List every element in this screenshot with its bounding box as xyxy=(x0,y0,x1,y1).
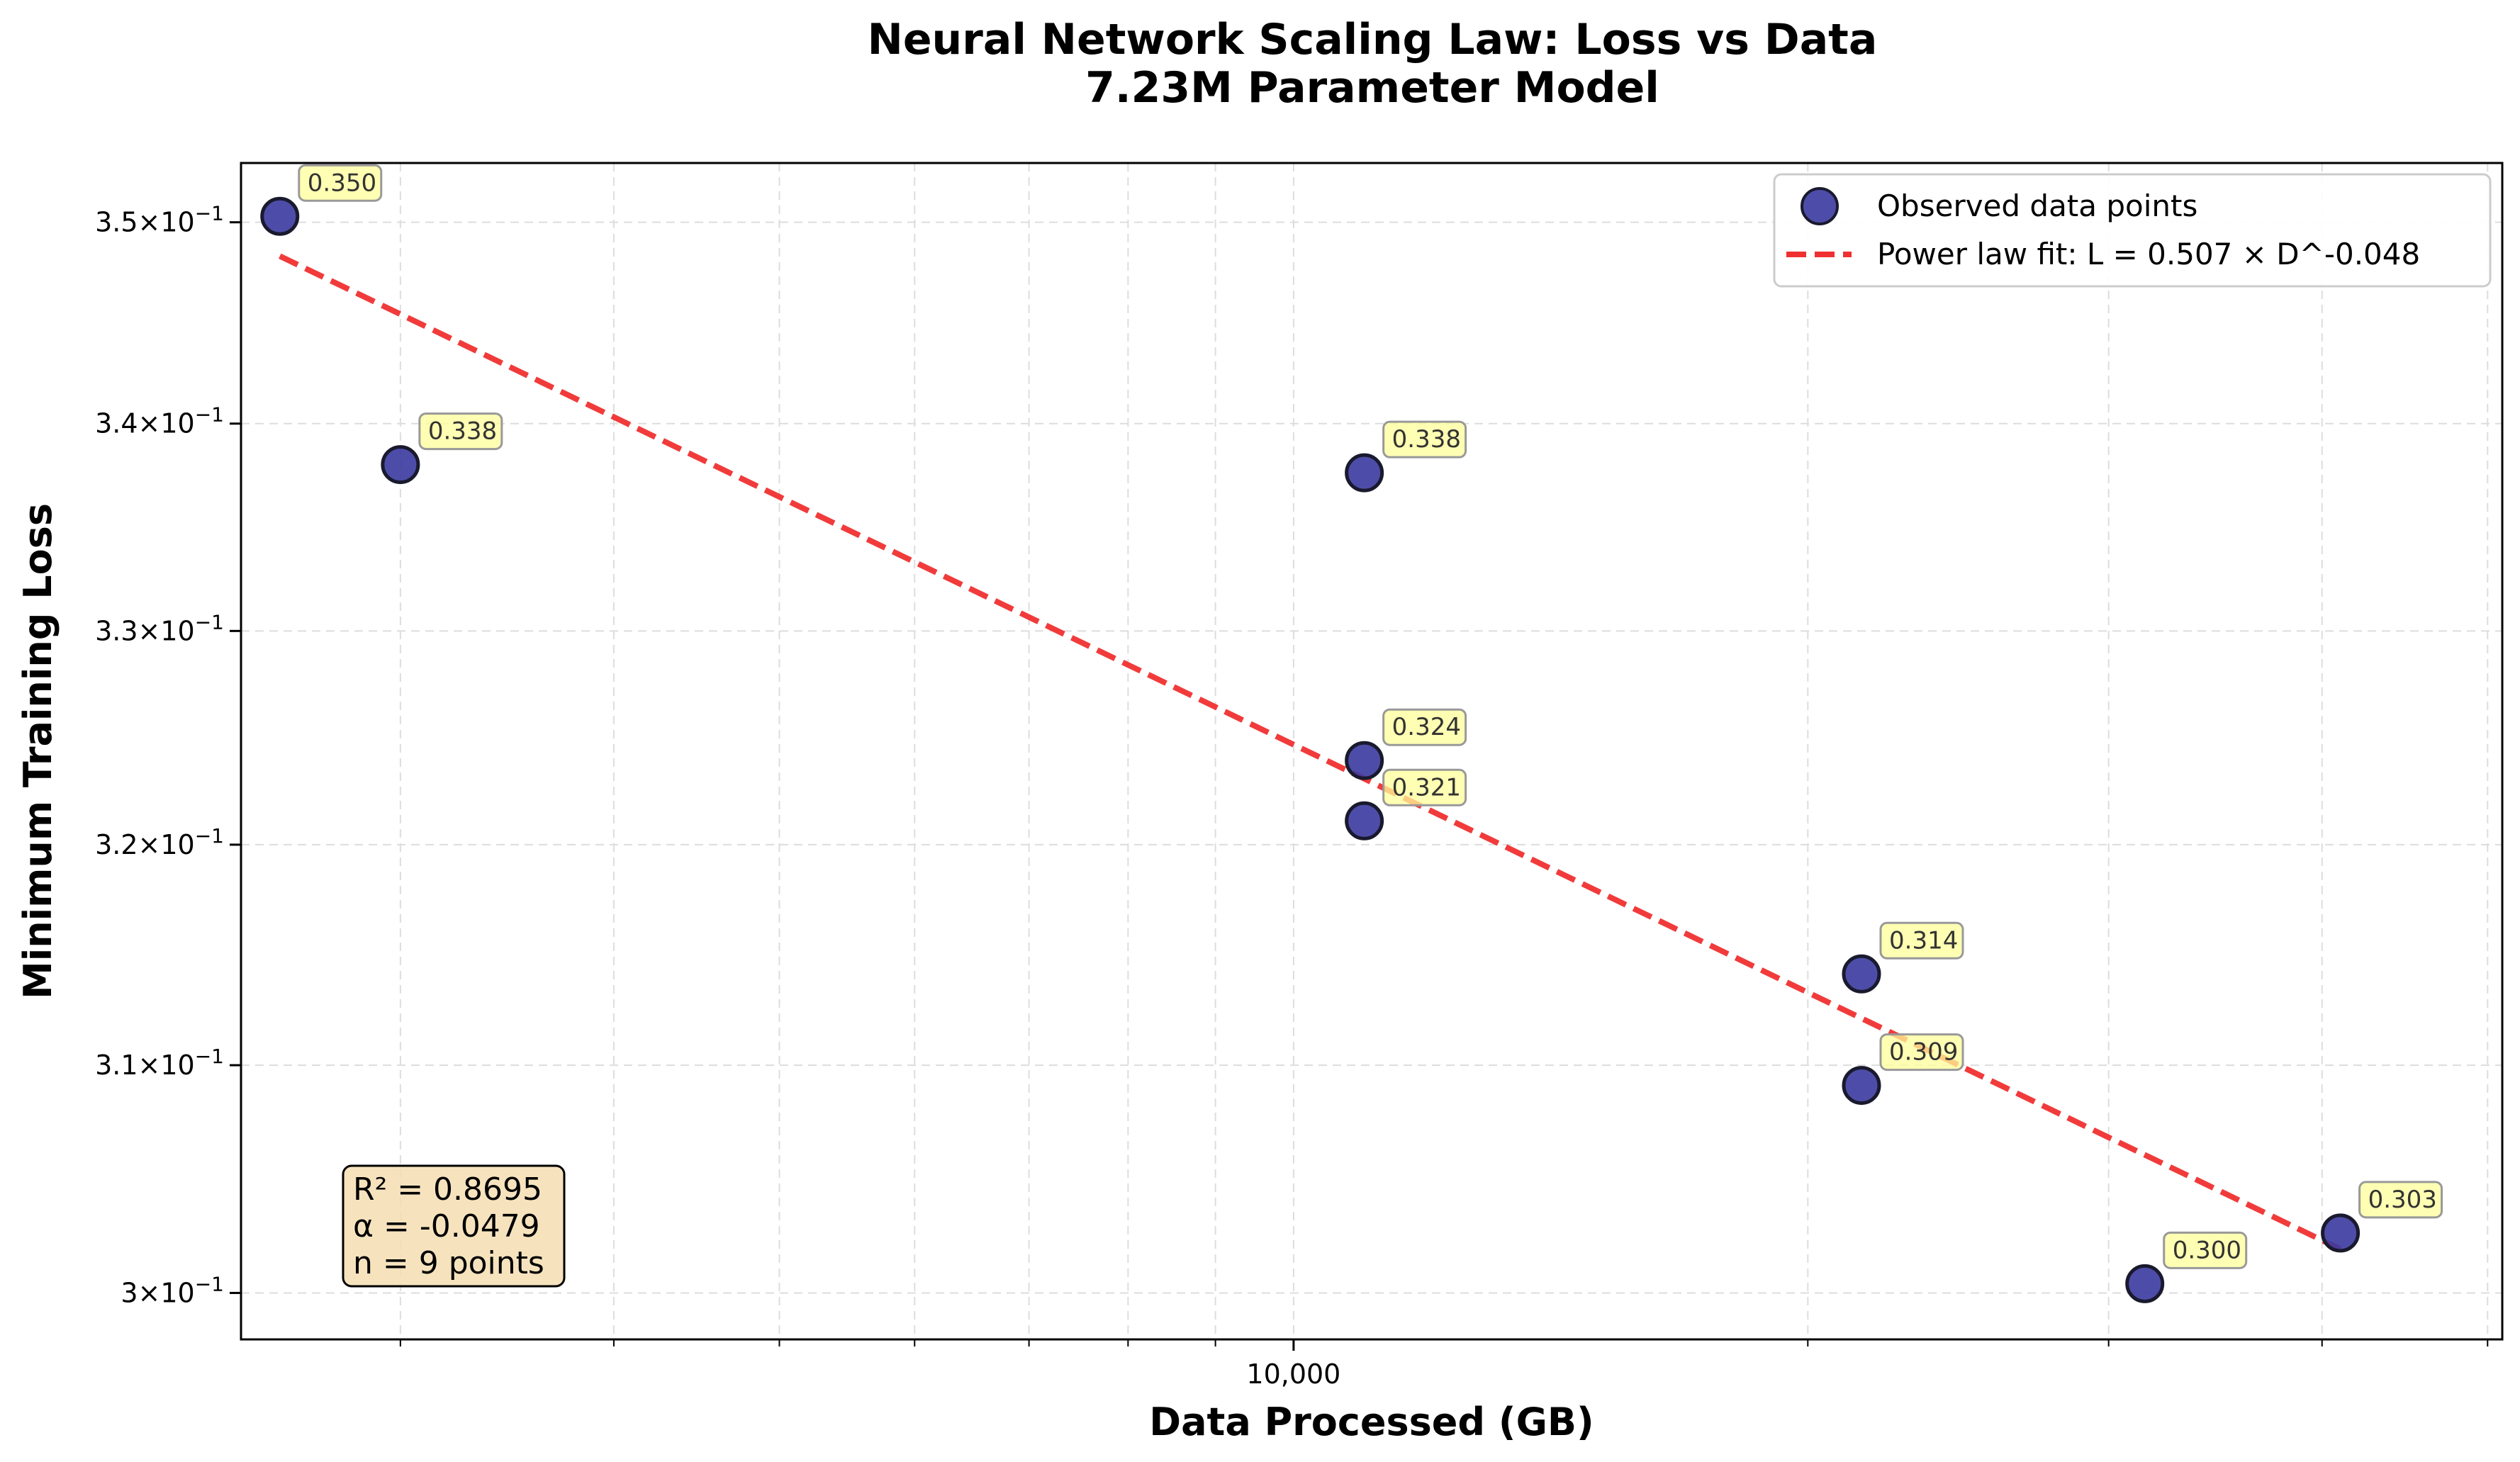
data-point xyxy=(381,445,420,485)
point-annotation-label: 0.321 xyxy=(1392,773,1461,802)
stats-alpha: α = -0.0479 xyxy=(353,1208,540,1244)
data-point xyxy=(1345,801,1384,840)
point-annotation-box xyxy=(298,164,383,202)
stats-box: R² = 0.8695 α = -0.0479 n = 9 points xyxy=(342,1164,566,1288)
data-point xyxy=(1345,453,1384,493)
power-law-fit-line xyxy=(279,253,2342,1252)
legend: Observed data points Power law fit: L = … xyxy=(1773,173,2492,288)
legend-scatter-marker xyxy=(1801,187,1839,225)
point-annotation-box xyxy=(418,412,503,451)
point-annotation-box xyxy=(1382,420,1467,459)
data-point xyxy=(2321,1213,2361,1253)
y-tick-label: 3.3×10−1 xyxy=(95,610,224,646)
stats-n-points: n = 9 points xyxy=(353,1245,544,1281)
x-tick-label: 10,000 xyxy=(1246,1359,1340,1390)
point-annotation-box xyxy=(1382,768,1467,806)
y-tick-label: 3.2×10−1 xyxy=(95,824,224,860)
plot-frame xyxy=(240,162,2504,1341)
legend-label-fit: Power law fit: L = 0.507 × D^-0.048 xyxy=(1877,237,2420,271)
point-annotation-label: 0.303 xyxy=(2368,1186,2437,1214)
point-annotation-label: 0.309 xyxy=(1889,1038,1958,1067)
y-tick-label: 3×10−1 xyxy=(121,1272,224,1308)
data-point xyxy=(1842,954,1881,994)
point-annotation-label: 0.338 xyxy=(1392,425,1461,454)
stats-r-squared: R² = 0.8695 xyxy=(353,1171,542,1208)
y-tick-label: 3.5×10−1 xyxy=(95,202,224,238)
stats-box-background xyxy=(342,1164,566,1288)
x-axis-ticks: 10,000 xyxy=(399,1339,2489,1390)
data-point xyxy=(2125,1264,2165,1303)
data-point xyxy=(1345,741,1384,780)
data-points xyxy=(260,196,2361,1303)
legend-label-observed: Observed data points xyxy=(1877,189,2197,223)
x-axis-label: Data Processed (GB) xyxy=(1149,1400,1594,1444)
data-point xyxy=(1842,1066,1881,1106)
y-tick-label: 3.1×10−1 xyxy=(95,1045,224,1081)
point-annotation-box xyxy=(1879,1033,1964,1072)
legend-box xyxy=(1773,173,2492,288)
grid xyxy=(241,163,2502,1339)
point-annotation-label: 0.314 xyxy=(1889,926,1958,955)
point-annotation-label: 0.338 xyxy=(428,417,497,446)
point-annotation-box xyxy=(2358,1181,2443,1219)
y-axis-label: Minimum Training Loss xyxy=(16,503,60,999)
point-annotation-label: 0.324 xyxy=(1392,713,1461,741)
point-annotations: 0.350 0.338 0.338 0.324 0.321 0.314 0.309 0.300… xyxy=(298,164,2443,1269)
data-point xyxy=(260,196,300,236)
chart-subtitle: 7.23M Parameter Model xyxy=(1085,63,1659,113)
point-annotation-box xyxy=(1879,921,1964,960)
y-tick-label: 3.4×10−1 xyxy=(95,403,224,439)
point-annotation-box xyxy=(1382,708,1467,746)
point-annotation-label: 0.300 xyxy=(2173,1236,2241,1264)
y-axis-ticks: 3×10−1 3.1×10−1 3.2×10−1 3.3×10−1 3.4×10−1 3.… xyxy=(95,202,241,1308)
chart-title: Neural Network Scaling Law: Loss vs Data xyxy=(868,15,1878,64)
fit-line-layer xyxy=(279,253,2342,1252)
point-annotation-box xyxy=(2163,1231,2248,1269)
point-annotation-label: 0.350 xyxy=(308,169,376,197)
